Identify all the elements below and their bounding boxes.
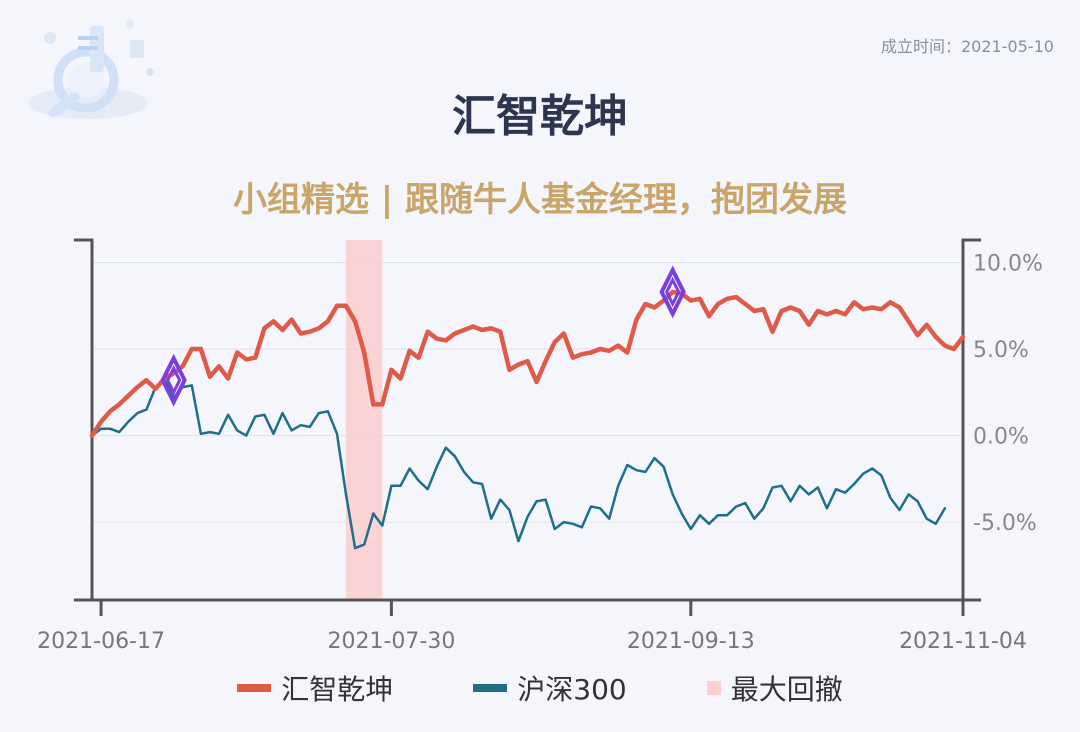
- x-tick-label-1: 2021-07-30: [327, 629, 455, 654]
- diamond-marker-inner-1: [664, 276, 681, 308]
- legend-item-index: 沪深300: [473, 668, 627, 708]
- page-subtitle: 小组精选 | 跟随牛人基金经理，抱团发展: [232, 180, 848, 220]
- y-tick-label-1: 5.0%: [973, 338, 1029, 363]
- drawdown-area-group: [346, 240, 383, 600]
- established-date: 成立时间：2021-05-10: [881, 37, 1054, 56]
- legend-item-drawdown: 最大回撤: [706, 668, 843, 708]
- series-line-index: [90, 378, 947, 550]
- y-tick-label-2: 0.0%: [973, 425, 1029, 450]
- left-axis: [74, 238, 94, 600]
- y-tick-labels: 10.0% 5.0% 0.0% -5.0%: [973, 252, 1043, 537]
- legend-swatch-drawdown: [706, 681, 721, 695]
- right-axis: [961, 238, 981, 600]
- diamond-marker-inner-0: [165, 364, 182, 396]
- series-group: [89, 289, 966, 550]
- marker-group: [160, 265, 686, 407]
- x-tick-label-2: 2021-09-13: [627, 629, 755, 654]
- x-tick-label-0: 2021-06-17: [37, 629, 165, 654]
- legend-label-index: 沪深300: [517, 673, 627, 706]
- diamond-marker-0: [160, 353, 187, 407]
- axes: [74, 238, 981, 602]
- drawdown-area: [346, 240, 383, 600]
- grid-lines: [92, 262, 963, 523]
- legend: 汇智乾坤 沪深300 最大回撤: [0, 668, 1080, 708]
- performance-chart: 10.0%5.0%0.0%-5.0% 2021-06-17 2021-07-30 2…: [37, 238, 1043, 654]
- legend-label-fund: 汇智乾坤: [281, 673, 394, 706]
- legend-item-fund: 汇智乾坤: [237, 668, 393, 708]
- y-tick-label-0: 10.0%: [973, 252, 1043, 277]
- series-line-fund: [89, 289, 966, 438]
- diamond-marker-1: [659, 265, 686, 319]
- x-tick-labels: 2021-06-17 2021-07-30 2021-09-13 2021-11-04: [37, 600, 1027, 654]
- x-tick-label-3: 2021-11-04: [899, 629, 1027, 654]
- legend-swatch-index: [473, 684, 508, 692]
- magnifier-logo-icon: [28, 20, 154, 119]
- legend-label-drawdown: 最大回撤: [730, 673, 843, 706]
- legend-swatch-fund: [237, 684, 272, 692]
- y-tick-label-3: -5.0%: [973, 511, 1037, 536]
- page-title: 汇智乾坤: [452, 91, 628, 142]
